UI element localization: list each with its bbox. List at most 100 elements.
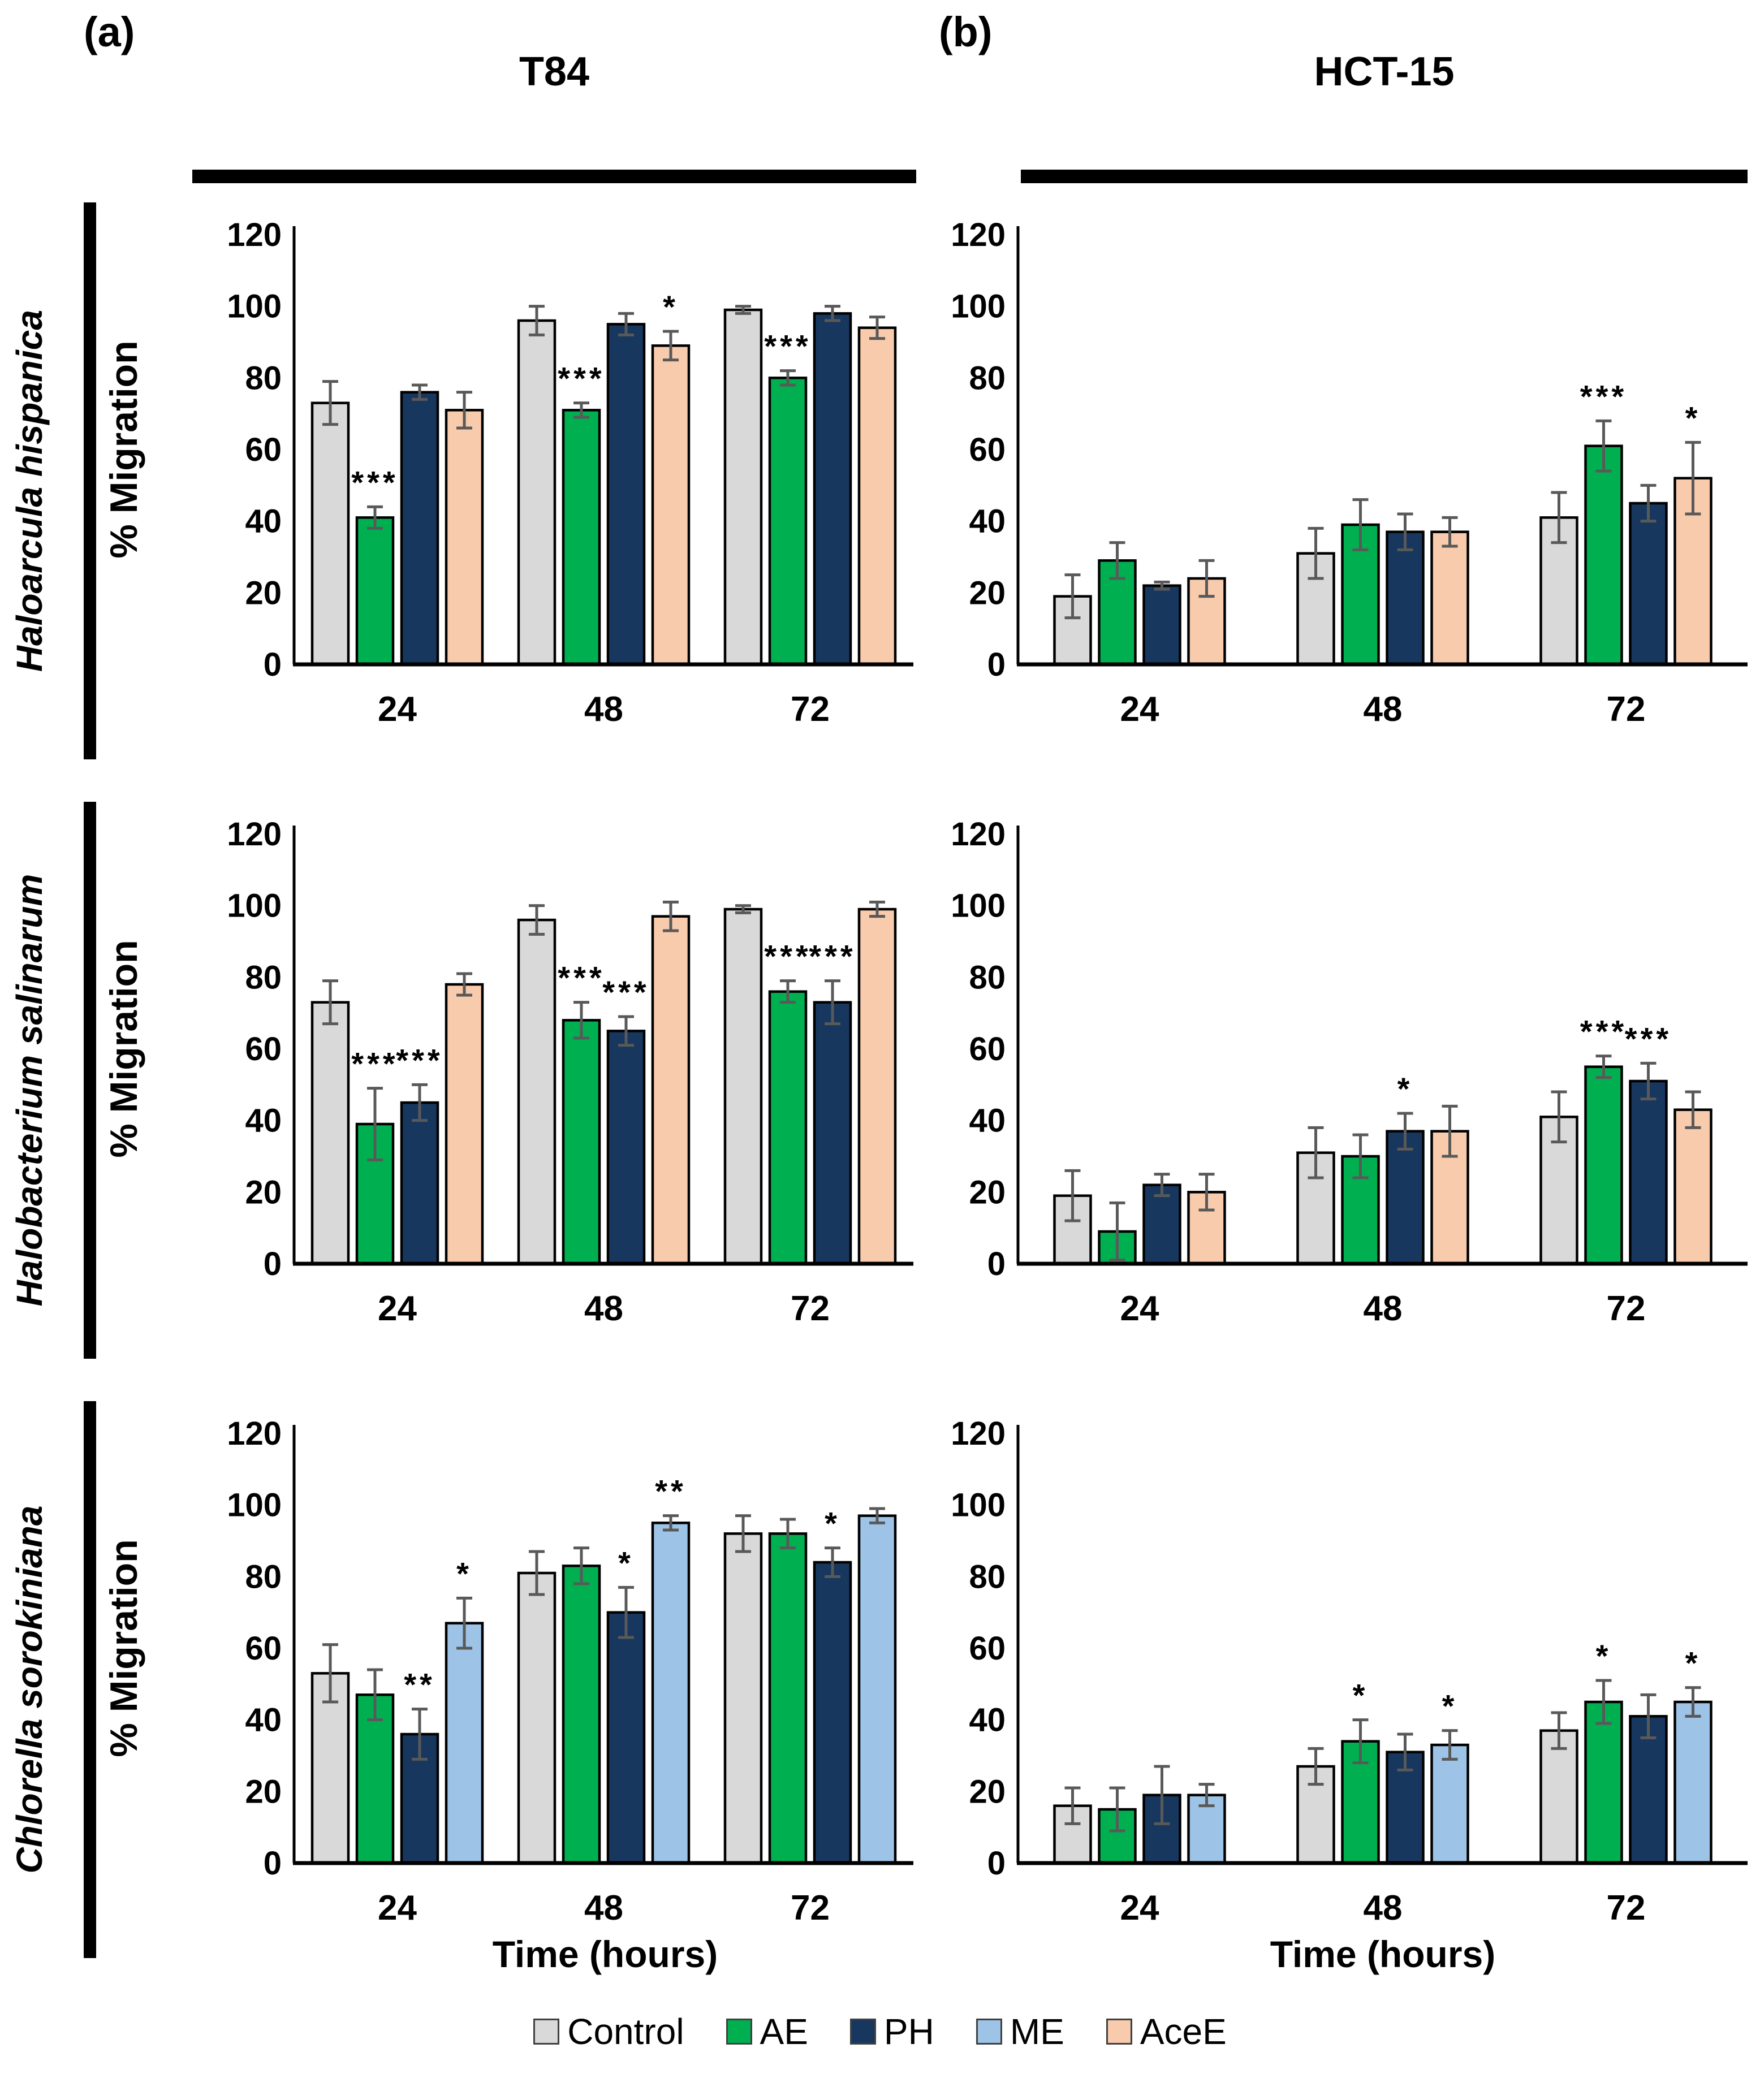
bar-ME-72	[1673, 1700, 1712, 1865]
x-category-label: 24	[1120, 1289, 1159, 1328]
y-tick-label: 0	[987, 646, 1006, 683]
bar-AceE-48	[651, 915, 691, 1265]
error-bar-PH-48	[1397, 1732, 1413, 1771]
bar-AE-48	[562, 1565, 601, 1865]
row-label-text: Halobacterium salinarum	[9, 874, 50, 1306]
y-tick-label: 120	[227, 1415, 282, 1452]
bar-ME-24	[445, 1622, 484, 1865]
legend-label-ae: AE	[760, 2011, 808, 2052]
bar-PH-72	[813, 1561, 852, 1865]
bar-AceE-72	[1673, 1108, 1712, 1265]
bar-AE-48	[1341, 1740, 1380, 1865]
significance-marker: *	[1685, 400, 1701, 435]
error-bar-AE-72	[1595, 1055, 1612, 1079]
error-bar-Control-24	[322, 380, 338, 426]
x-category-label: 72	[791, 690, 830, 729]
bar-AE-72	[1584, 444, 1623, 666]
bar-Control-48	[517, 1571, 557, 1865]
bar-PH-48	[1386, 530, 1425, 666]
legend-item-me: ME	[976, 2011, 1064, 2053]
error-bar-AceE-72	[869, 900, 885, 918]
bar-Control-72	[723, 1532, 763, 1865]
significance-marker: ***	[1625, 1021, 1672, 1056]
chart-hct15-haloarcula-hispanica: 0 20 40 60 80 100 120 24 48 72 *** *	[922, 192, 1759, 789]
chart-t84-haloarcula-hispanica: 0 20 40 60 80 100 120% Migration 24 *** 48 *** * 72 *…	[96, 192, 922, 789]
bar-Control-24	[310, 1001, 350, 1265]
error-bar-Control-72	[735, 904, 751, 914]
y-tick-label: 20	[969, 1773, 1006, 1810]
error-bar-AceE-48	[663, 330, 679, 362]
significance-marker: ***	[396, 1042, 443, 1078]
error-bar-Control-72	[1551, 491, 1567, 545]
bar-AE-72	[1584, 1065, 1623, 1265]
significance-marker: *	[1397, 1071, 1413, 1107]
x-category-label: 48	[584, 690, 623, 729]
bar-chart-svg: 0 20 40 60 80 100 120 24 48 * * 72 * *	[951, 1415, 1748, 1928]
error-bar-AE-48	[573, 1546, 589, 1585]
legend-item-ph: PH	[849, 2011, 934, 2053]
significance-marker: *	[456, 1555, 472, 1591]
y-tick-label: 20	[245, 1174, 282, 1211]
legend-swatch-ph	[849, 2019, 876, 2045]
y-tick-label: 20	[245, 574, 282, 611]
y-tick-label: 20	[969, 1174, 1006, 1211]
x-category-label: 72	[791, 1889, 830, 1928]
error-bar-Control-48	[1308, 1747, 1324, 1786]
x-category-label: 48	[584, 1889, 623, 1928]
error-bar-AceE-48	[1442, 516, 1458, 548]
significance-marker: ***	[809, 939, 856, 974]
error-bar-PH-72	[825, 305, 840, 322]
error-bar-ME-24	[1198, 1783, 1215, 1808]
error-bar-AceE-24	[456, 972, 472, 997]
legend-label-ph: PH	[883, 2011, 934, 2052]
legend-label-control: Control	[567, 2011, 684, 2052]
error-bar-PH-48	[618, 1015, 634, 1047]
bar-AE-72	[768, 1532, 808, 1865]
y-tick-label: 100	[951, 1487, 1006, 1524]
y-axis-title: % Migration	[102, 340, 145, 558]
column-title-hct15: HCT-15	[1314, 49, 1455, 94]
x-category-label: 72	[1607, 1289, 1646, 1328]
bar-PH-48	[606, 1030, 646, 1265]
bar-PH-48	[606, 323, 646, 666]
row-label-halobacterium-salinarum: Halobacterium salinarum	[0, 792, 96, 1388]
row-label-haloarcula-hispanica: Haloarcula hispanica	[0, 192, 96, 789]
bar-AE-72	[768, 990, 808, 1265]
y-tick-label: 80	[969, 959, 1006, 996]
y-tick-label: 120	[227, 816, 282, 853]
significance-marker: ***	[764, 939, 811, 974]
error-bar-AE-48	[1352, 1718, 1369, 1765]
x-category-label: 24	[378, 690, 417, 729]
y-tick-label: 80	[245, 959, 282, 996]
bar-PH-48	[1386, 1130, 1425, 1265]
x-category-label: 48	[584, 1289, 623, 1328]
y-tick-label: 40	[969, 1702, 1006, 1739]
y-tick-label: 0	[264, 1845, 282, 1882]
significance-marker: **	[655, 1474, 687, 1509]
bar-Control-72	[723, 908, 763, 1265]
y-tick-label: 80	[245, 360, 282, 396]
significance-marker: **	[404, 1667, 435, 1703]
y-tick-label: 20	[245, 1773, 282, 1810]
x-category-label: 24	[378, 1889, 417, 1928]
y-axis-title: % Migration	[102, 1539, 145, 1757]
error-bar-AceE-24	[456, 391, 472, 430]
legend-swatch-ae	[726, 2019, 752, 2045]
y-tick-label: 100	[227, 888, 282, 924]
bar-AE-24	[355, 516, 395, 666]
significance-marker: ***	[351, 1046, 398, 1082]
y-tick-label: 100	[951, 288, 1006, 325]
error-bar-AE-72	[780, 1518, 796, 1550]
row-label-chlorella-sorokiniana: Chlorella sorokiniana	[0, 1391, 96, 1987]
error-bar-AE-48	[1352, 1133, 1369, 1179]
legend-swatch-me	[976, 2019, 1002, 2045]
x-category-label: 24	[378, 1289, 417, 1328]
chart-t84-chlorella-sorokiniana: 0 20 40 60 80 100 120% Migration 24 ** * 48 * ** 72 *	[96, 1391, 922, 1987]
x-category-label: 48	[1364, 1289, 1403, 1328]
significance-marker: ***	[558, 361, 605, 396]
bar-PH-48	[606, 1611, 646, 1865]
error-bar-ME-72	[869, 1507, 885, 1524]
y-tick-label: 0	[264, 646, 282, 683]
